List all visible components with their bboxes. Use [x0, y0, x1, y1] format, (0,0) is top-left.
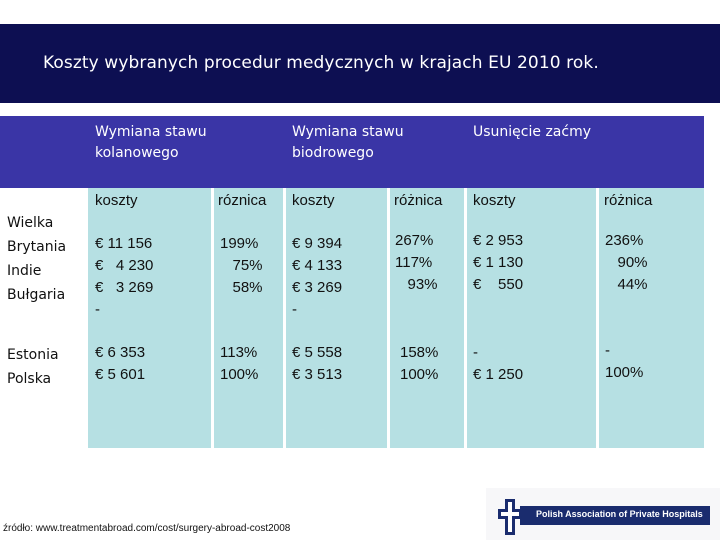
subheader-knee-cost: koszty	[95, 192, 138, 209]
column-separator	[464, 188, 467, 448]
row-label-estonia: Estonia	[7, 347, 59, 363]
subheader-cataract-diff: różnica	[604, 192, 653, 209]
column-separator	[596, 188, 599, 448]
table-header	[0, 116, 704, 188]
title-bar	[0, 24, 720, 103]
subheader-hip-cost: koszty	[292, 192, 335, 209]
cataract-diff-group2: - 100%	[605, 342, 644, 381]
header-hip: Wymiana stawu biodrowego	[292, 122, 404, 164]
hip-cost-group1: € 9 394 € 4 133 € 3 269 -	[292, 235, 343, 318]
row-label-wielka-brytania: Wielka Brytania	[7, 215, 67, 255]
knee-cost-group1: € 11 156 € 4 230 € 3 269 -	[95, 235, 154, 318]
knee-diff-group2: 113% 100%	[220, 344, 259, 383]
header-cataract: Usunięcie zaćmy	[473, 124, 591, 140]
row-label-polska: Polska	[7, 371, 52, 387]
cataract-diff-group1: 236% 90% 44%	[605, 232, 648, 293]
hip-diff-group2: 158% 100%	[400, 344, 439, 383]
column-separator	[387, 188, 390, 448]
row-label-bulgaria: Bułgaria	[7, 287, 66, 303]
table-body	[88, 188, 704, 448]
hip-diff-group1: 267% 117% 93%	[395, 232, 438, 293]
logo-band	[520, 506, 710, 525]
subheader-hip-diff: różnica	[394, 192, 443, 209]
column-separator	[283, 188, 286, 448]
header-knee-line2: kolanowego	[95, 145, 179, 161]
row-label-indie: Indie	[7, 263, 42, 279]
cataract-cost-group1: € 2 953 € 1 130 € 550	[473, 232, 524, 293]
header-hip-line1: Wymiana stawu	[292, 124, 404, 140]
cross-logo-icon	[498, 499, 522, 535]
source-note: źródło: www.treatmentabroad.com/cost/sur…	[3, 523, 291, 534]
knee-diff-group1: 199% 75% 58%	[220, 235, 263, 296]
slide-title: Koszty wybranych procedur medycznych w k…	[43, 53, 599, 73]
hip-cost-group2: € 5 558 € 3 513	[292, 344, 343, 383]
header-knee-line1: Wymiana stawu	[95, 124, 207, 140]
knee-cost-group2: € 6 353 € 5 601	[95, 344, 146, 383]
header-knee: Wymiana stawu kolanowego	[95, 122, 207, 164]
subheader-knee-diff: róznica	[218, 192, 267, 209]
logo-text: Polish Association of Private Hospitals	[536, 509, 703, 519]
column-separator	[211, 188, 214, 448]
header-hip-line2: biodrowego	[292, 145, 374, 161]
cataract-cost-group2: - € 1 250	[473, 344, 524, 383]
subheader-cataract-cost: koszty	[473, 192, 516, 209]
